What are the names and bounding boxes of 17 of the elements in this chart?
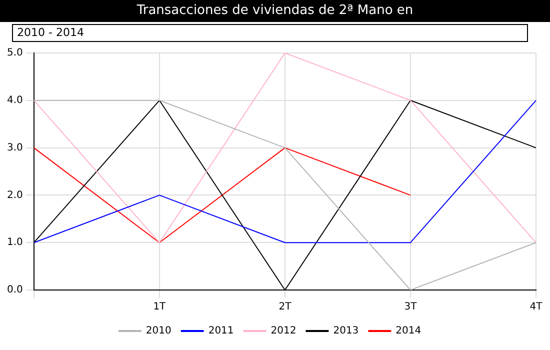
y-tick-label: 0.0 [6,284,23,296]
y-tick-label: 4.0 [6,94,23,106]
x-tick-label: 3T [404,302,418,313]
legend-label: 2011 [208,326,234,337]
legend-label: 2014 [396,326,422,337]
y-tick-label: 3.0 [6,142,23,154]
chart-title: Transacciones de viviendas de 2ª Mano en [0,0,550,22]
legend-label: 2010 [146,326,172,337]
legend-label: 2012 [270,326,296,337]
x-tick-label: 2T [278,302,292,313]
y-tick-label: 1.0 [6,237,23,248]
chart-subtitle: 2010 - 2014 [12,24,528,42]
y-tick-label: 2.0 [6,190,23,201]
x-tick-label: 1T [153,302,167,313]
legend-label: 2013 [333,326,359,337]
y-tick-label: 5.0 [6,48,23,59]
x-tick-label: 4T [530,302,544,313]
